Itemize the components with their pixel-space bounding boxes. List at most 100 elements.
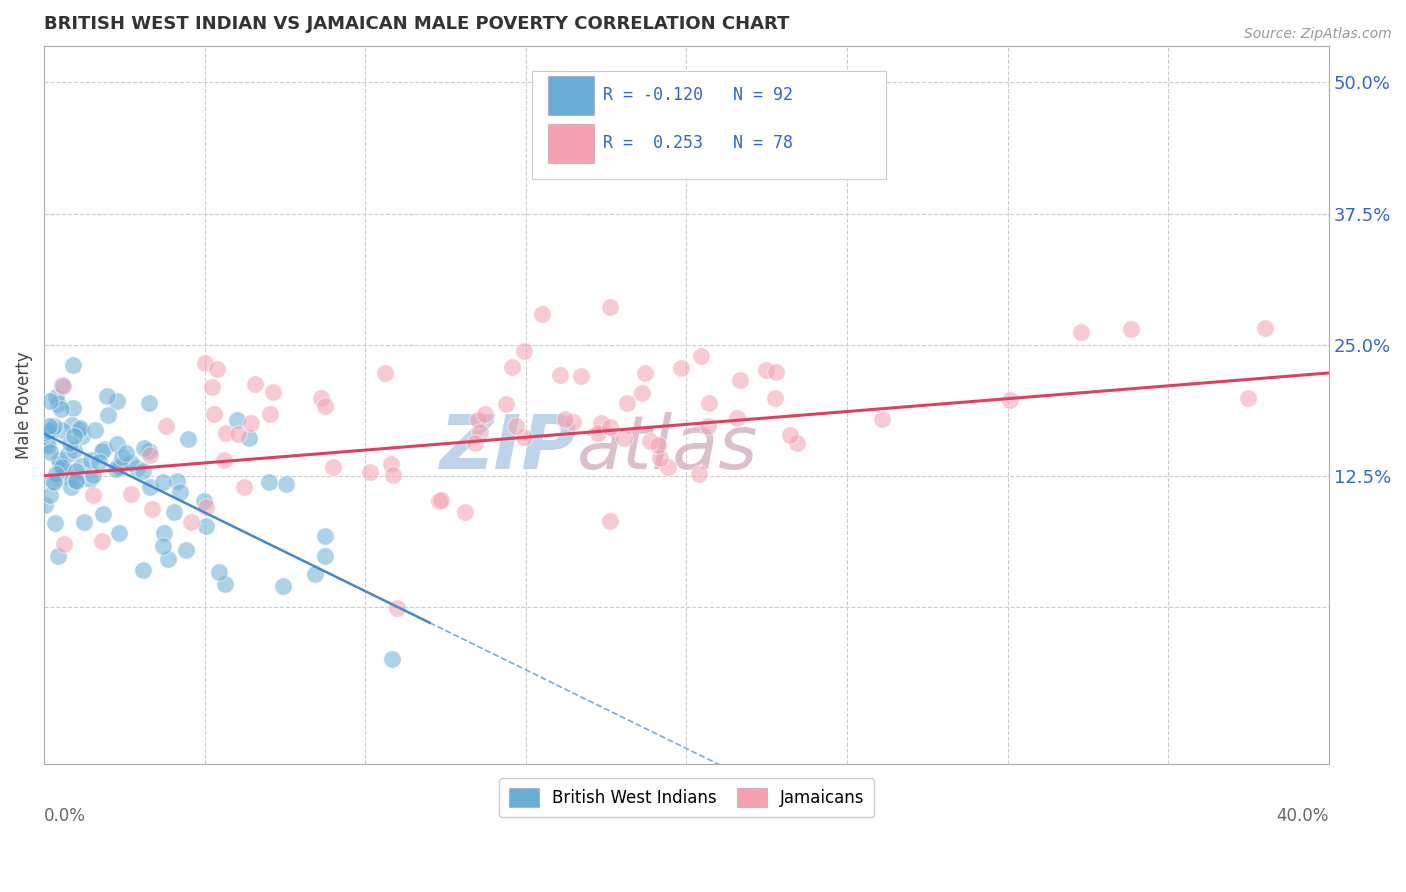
Point [62, 401, 84, 415]
Point [107, 458, 129, 473]
Point [599, 419, 621, 434]
Point [360, 465, 382, 479]
Point [152, 475, 174, 489]
Point [79, 472, 101, 486]
Point [72, 515, 94, 529]
Point [82, 488, 104, 502]
Point [63, 443, 86, 458]
Point [1253, 321, 1275, 335]
FancyBboxPatch shape [548, 124, 593, 163]
Point [616, 395, 638, 409]
Point [69, 423, 91, 437]
Point [599, 514, 621, 528]
Point [156, 551, 179, 566]
Text: 40.0%: 40.0% [1277, 807, 1329, 825]
Point [634, 366, 657, 380]
Point [53, 537, 76, 551]
Point [38, 419, 60, 434]
Point [697, 396, 720, 410]
Point [52, 458, 75, 473]
Point [274, 477, 297, 491]
Point [139, 480, 162, 494]
Point [647, 438, 669, 452]
Point [51, 378, 73, 392]
Point [304, 566, 326, 581]
Point [131, 464, 153, 478]
Point [41, 474, 63, 488]
Text: R = -0.120   N = 92: R = -0.120 N = 92 [603, 87, 793, 104]
Point [214, 577, 236, 591]
Point [39, 394, 62, 409]
Point [195, 500, 218, 515]
Point [648, 450, 671, 465]
Point [41, 423, 63, 437]
Text: atlas: atlas [578, 412, 759, 484]
Y-axis label: Male Poverty: Male Poverty [15, 351, 32, 458]
Point [725, 411, 748, 425]
Point [505, 419, 527, 434]
Point [34, 498, 56, 512]
Point [58, 436, 80, 450]
Point [70, 429, 93, 443]
Point [60, 471, 83, 485]
Point [311, 391, 333, 405]
Point [765, 365, 787, 379]
Point [238, 431, 260, 445]
Point [755, 363, 778, 377]
Point [46, 549, 69, 563]
Point [467, 413, 489, 427]
Point [638, 434, 661, 448]
Point [138, 443, 160, 458]
Point [562, 415, 585, 429]
Point [470, 425, 492, 439]
FancyBboxPatch shape [533, 70, 886, 178]
Point [45, 467, 67, 482]
Point [214, 453, 236, 467]
Point [728, 373, 751, 387]
Point [51, 423, 73, 437]
Point [46, 397, 69, 411]
Point [382, 467, 405, 482]
Point [474, 407, 496, 421]
Point [120, 487, 142, 501]
Point [93, 442, 115, 456]
Point [35, 437, 58, 451]
Point [385, 601, 408, 615]
Point [91, 507, 114, 521]
Text: ZIP: ZIP [440, 411, 578, 484]
Point [512, 344, 534, 359]
Point [108, 526, 131, 541]
Point [44, 475, 66, 489]
Point [39, 488, 62, 502]
Point [530, 307, 553, 321]
Point [314, 399, 336, 413]
Point [779, 428, 801, 442]
Point [786, 436, 808, 450]
Text: 0.0%: 0.0% [44, 807, 86, 825]
Point [322, 460, 344, 475]
Point [97, 408, 120, 422]
Point [44, 516, 66, 531]
Text: Source: ZipAtlas.com: Source: ZipAtlas.com [1244, 27, 1392, 41]
Point [96, 389, 118, 403]
Point [91, 443, 114, 458]
Text: BRITISH WEST INDIAN VS JAMAICAN MALE POVERTY CORRELATION CHART: BRITISH WEST INDIAN VS JAMAICAN MALE POV… [44, 15, 790, 33]
Point [259, 475, 281, 490]
Point [689, 349, 711, 363]
Point [215, 425, 238, 440]
Point [763, 391, 786, 405]
Point [657, 460, 679, 475]
Point [82, 468, 104, 483]
Point [429, 492, 451, 507]
Point [193, 356, 215, 370]
Point [134, 442, 156, 456]
Point [107, 393, 129, 408]
Point [49, 401, 72, 416]
Point [63, 428, 86, 442]
Point [38, 425, 60, 440]
Point [155, 419, 177, 434]
Point [35, 425, 58, 440]
Point [37, 424, 59, 438]
Point [105, 462, 128, 476]
Point [120, 456, 142, 470]
